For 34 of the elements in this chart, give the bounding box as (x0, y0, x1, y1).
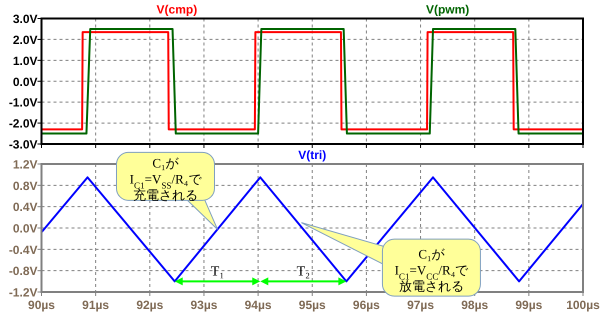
annotation: T₁ (210, 264, 224, 280)
annotation: C₁が (152, 155, 180, 170)
y-tick-label: -3.0V (8, 138, 38, 152)
series-label: V(cmp) (156, 2, 198, 16)
y-tick-label: -1.0V (8, 96, 38, 110)
y-tick-label: -0.8V (8, 264, 38, 278)
series-label: V(pwm) (426, 2, 470, 16)
y-tick-label: 3.0V (12, 12, 38, 26)
annotation: I$_{C1}$=V$_{SS}$/R₄で (130, 171, 202, 190)
x-tick-label: 95µs (298, 298, 326, 312)
x-tick-label: 91µs (82, 298, 110, 312)
annotation: 放電される (398, 278, 464, 294)
x-tick-label: 93µs (190, 298, 218, 312)
y-tick-label: 0.4V (12, 200, 38, 214)
annotation: T₂ (296, 264, 310, 280)
x-tick-label: 97µs (407, 298, 434, 312)
y-tick-label: 0.0V (12, 74, 38, 89)
y-tick-label: 2.0V (12, 32, 38, 47)
x-tick-label: 99µs (515, 298, 543, 312)
y-tick-label: 0.0V (12, 222, 38, 236)
text: V(tri) (298, 148, 326, 162)
x-tick-label: 92µs (136, 298, 164, 312)
x-tick-label: 90µs (28, 298, 56, 312)
y-tick-label: 0.8V (12, 178, 38, 193)
x-tick-label: 94µs (244, 298, 272, 312)
x-tick-label: 96µs (352, 298, 380, 312)
y-tick-label: -1.2V (8, 286, 38, 300)
x-tick-label: 98µs (461, 298, 488, 312)
y-tick-label: 1.0V (12, 54, 38, 68)
y-tick-label: -2.0V (8, 116, 38, 131)
annotation: C₁が (418, 246, 446, 262)
y-tick-label: 1.2V (12, 158, 38, 172)
x-tick-label: 100µs (566, 298, 600, 312)
y-tick-label: -0.4V (8, 242, 38, 257)
